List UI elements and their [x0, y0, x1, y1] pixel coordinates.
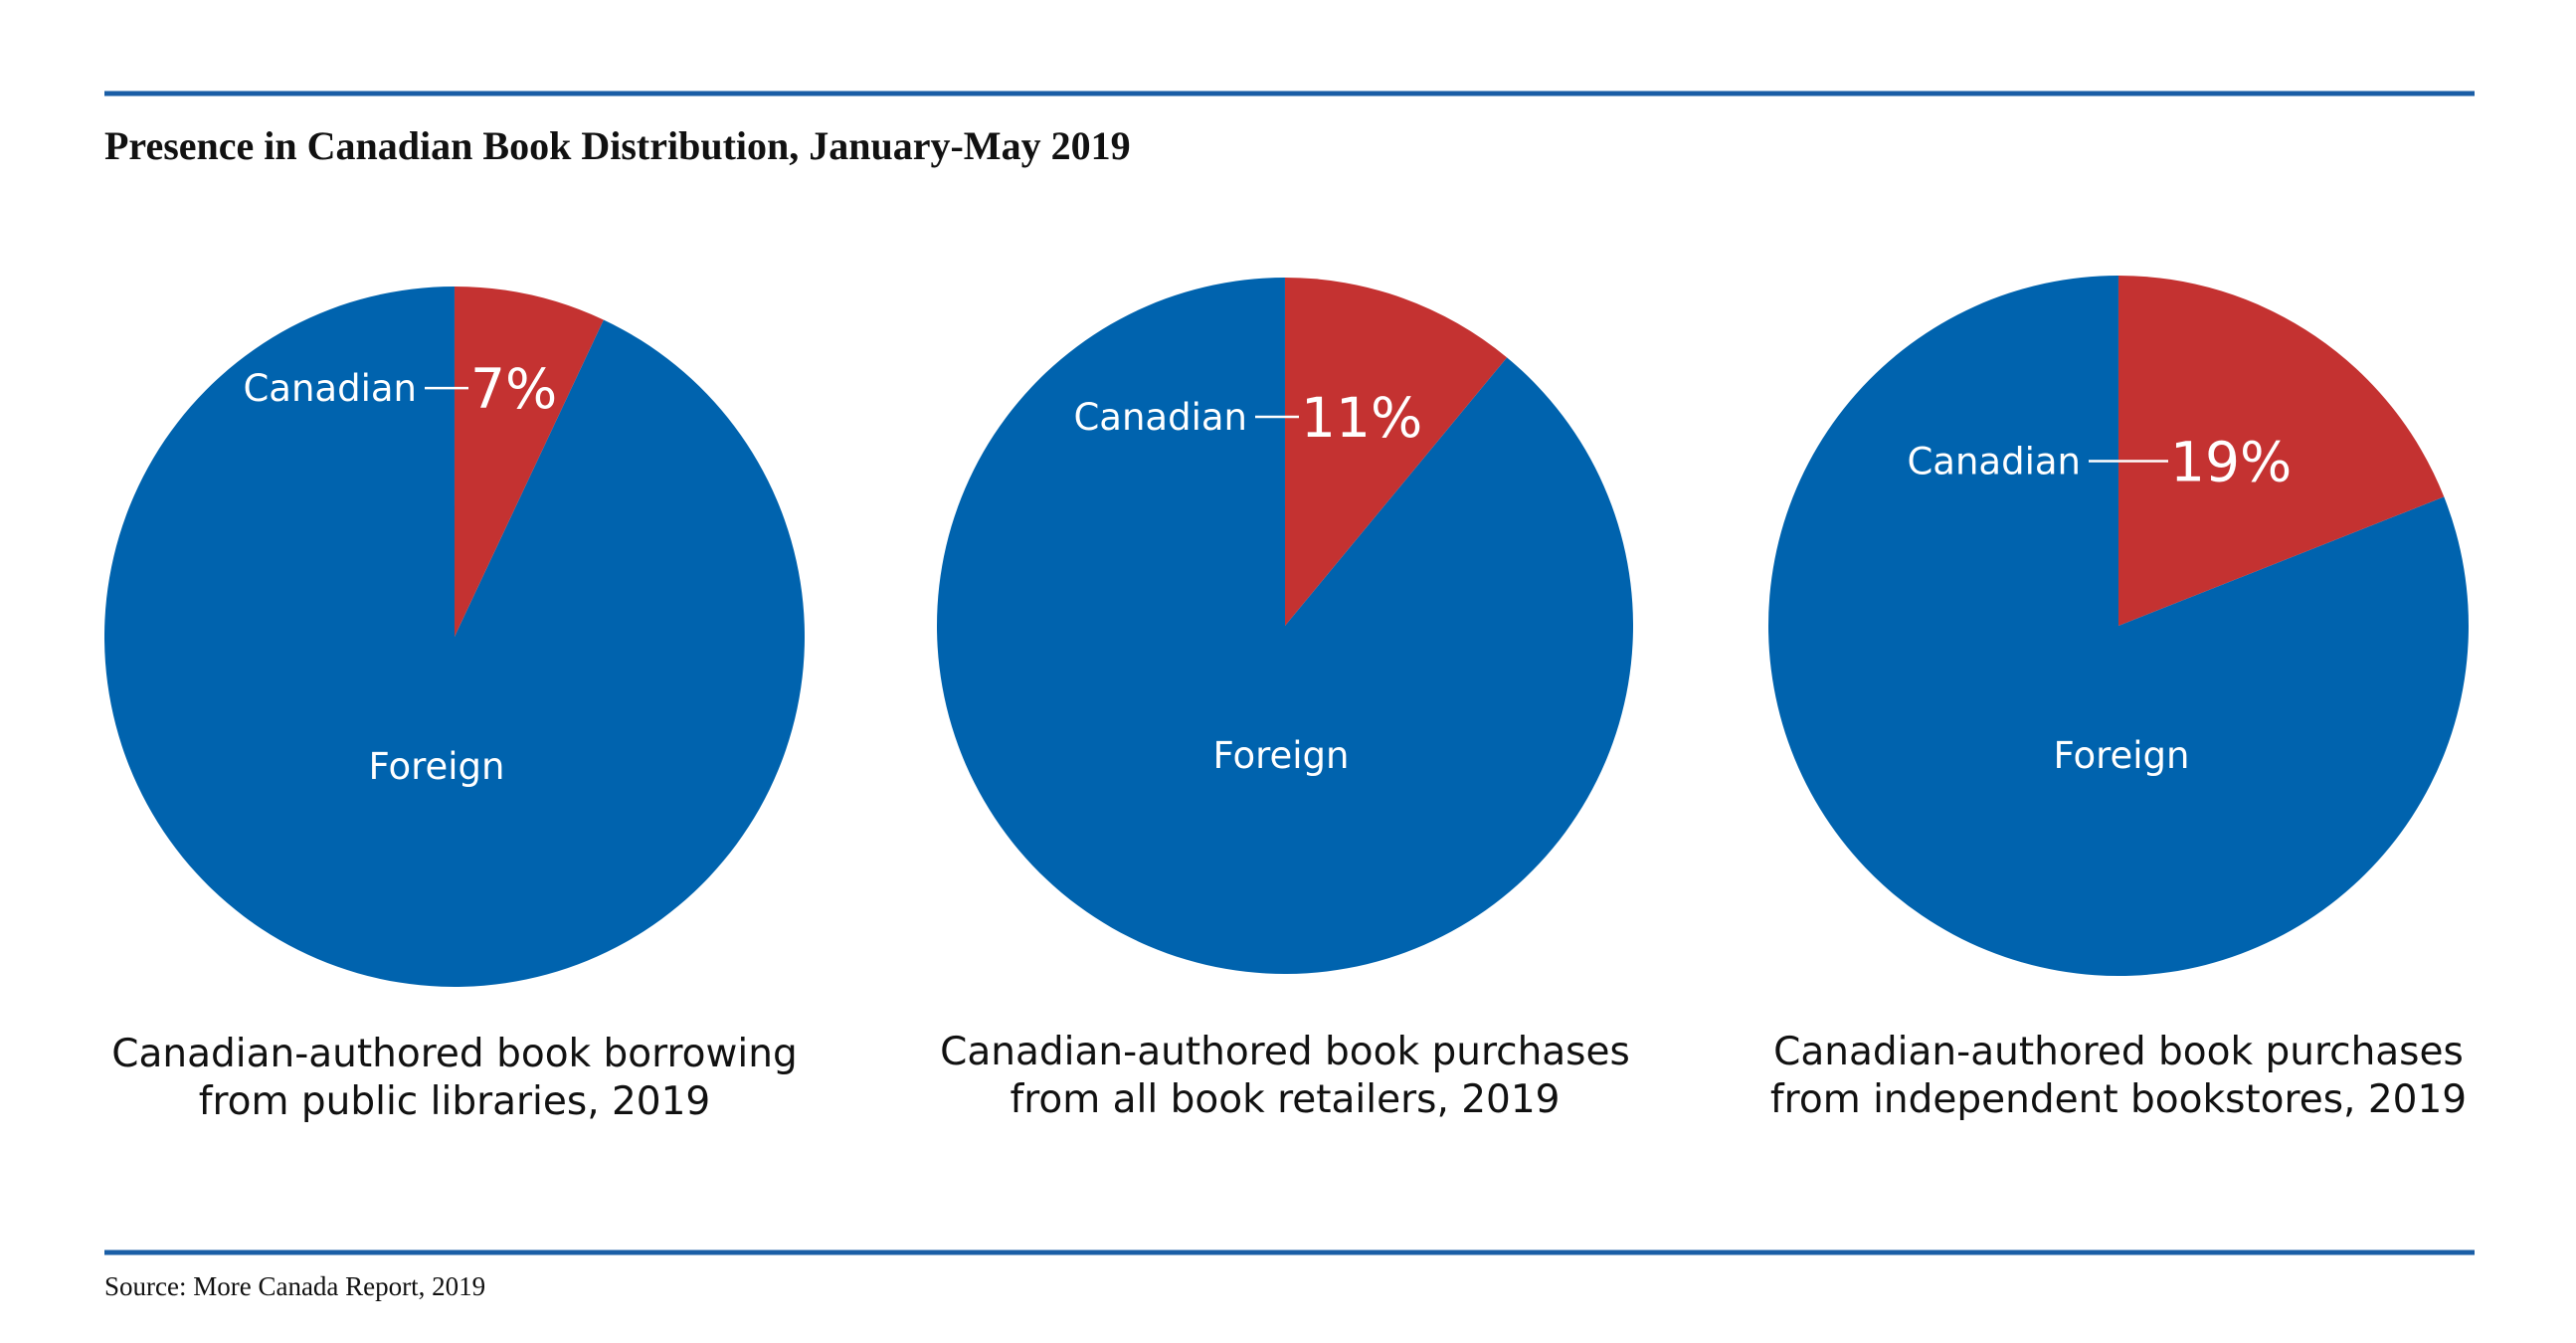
- pie-caption-line: Canadian-authored book purchases: [940, 1030, 1630, 1074]
- pie-chart-3: Canadian 19% Foreign Canadian-authored book…: [1768, 276, 2470, 1122]
- source-note: Source: More Canada Report, 2019: [104, 1271, 485, 1301]
- foreign-slice-label: Foreign: [2054, 734, 2190, 777]
- pie-caption-line: from public libraries, 2019: [199, 1079, 710, 1124]
- canadian-percent-label: 7%: [470, 357, 557, 421]
- pie-caption-line: from independent bookstores, 2019: [1770, 1077, 2467, 1122]
- chart-title: Presence in Canadian Book Distribution, …: [104, 123, 1131, 168]
- foreign-slice-label: Foreign: [1213, 734, 1350, 777]
- canadian-slice-label: Canadian: [1073, 396, 1247, 439]
- pie-caption-line: Canadian-authored book borrowing: [111, 1032, 798, 1076]
- canadian-slice: [455, 287, 604, 637]
- canadian-slice: [2118, 276, 2445, 626]
- pie-chart-2: Canadian 11% Foreign Canadian-authored book…: [937, 278, 1634, 1122]
- canadian-percent-label: 19%: [2170, 431, 2292, 494]
- foreign-slice: [937, 278, 1634, 974]
- canadian-slice-label: Canadian: [1907, 441, 2081, 483]
- pie-chart-1: Canadian 7% Foreign Canadian-authored book …: [104, 287, 806, 1124]
- canadian-slice: [1285, 278, 1508, 626]
- pie-caption-line: from all book retailers, 2019: [1010, 1077, 1560, 1122]
- pie-charts: Canadian 7% Foreign Canadian-authored book …: [104, 276, 2470, 1124]
- foreign-slice-label: Foreign: [369, 745, 505, 788]
- pie-caption-line: Canadian-authored book purchases: [1773, 1030, 2464, 1074]
- canadian-slice-label: Canadian: [243, 367, 417, 410]
- canadian-percent-label: 11%: [1301, 386, 1422, 450]
